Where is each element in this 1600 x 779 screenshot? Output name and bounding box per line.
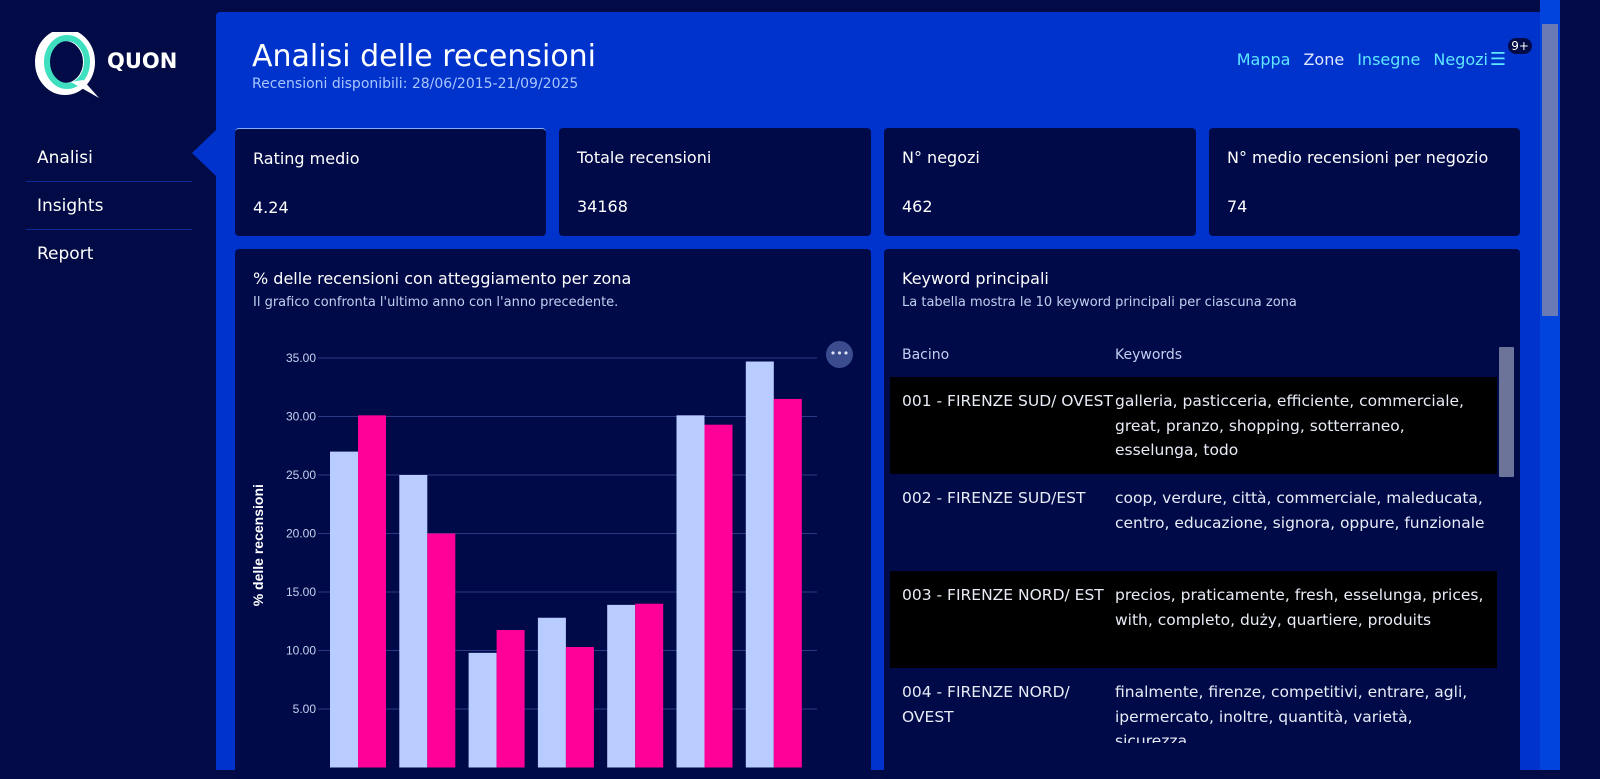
y-axis-label: % delle recensioni (250, 484, 266, 606)
cell-keywords: finalmente, firenze, competitivi, entrar… (1115, 683, 1468, 743)
cell-bacino: 002 - FIRENZE SUD/EST (902, 489, 1086, 507)
kpi-label: N° medio recensioni per negozio (1227, 148, 1489, 167)
nav-zone[interactable]: Zone (1303, 50, 1345, 69)
column-keywords: Keywords (1115, 347, 1183, 363)
bar (468, 652, 497, 768)
bar (330, 451, 358, 768)
bar (358, 415, 386, 768)
kpi-total-reviews: Totale recensioni 34168 (559, 128, 871, 236)
bar (676, 415, 705, 768)
sidebar-nav: Analisi Insights Report (26, 134, 192, 278)
bar-chart: 5.00 10.00 15.00 20.00 25.00 30.00 35.00 % dell… (250, 351, 817, 768)
y-tick-label: 35.00 (286, 351, 316, 365)
bar (496, 630, 525, 768)
kpi-label: N° negozi (902, 148, 980, 167)
kpi-value: 4.24 (253, 198, 289, 217)
y-tick-label: 10.00 (286, 644, 316, 658)
hamburger-icon[interactable]: ☰ (1489, 49, 1506, 70)
kpi-value: 462 (902, 197, 933, 216)
notification-badge: 9+ (1508, 38, 1532, 54)
more-icon[interactable]: ••• (826, 341, 853, 368)
top-nav: Mappa Zone Insegne Negozi (1237, 50, 1488, 70)
sidebar-item-analisi[interactable]: Analisi (26, 134, 192, 182)
page-scrollbar[interactable] (1540, 0, 1560, 770)
nav-negozi[interactable]: Negozi (1433, 50, 1488, 69)
bar (565, 646, 594, 768)
chart-title: % delle recensioni con atteggiamento per… (253, 269, 632, 288)
page-subtitle: Recensioni disponibili: 28/06/2015-21/09… (252, 76, 579, 92)
kpi-label: Rating medio (253, 149, 360, 168)
table-row: 003 - FIRENZE NORD/ EST precios, pratica… (890, 571, 1498, 668)
table-header: Bacino Keywords (890, 333, 1498, 377)
bar (635, 603, 664, 768)
kpi-rating: Rating medio 4.24 (235, 128, 546, 236)
y-tick-label: 5.00 (293, 702, 317, 716)
chart-card: % delle recensioni con atteggiamento per… (235, 249, 871, 779)
keywords-card: Keyword principali La tabella mostra le … (884, 249, 1520, 779)
brand-name: QUON (107, 49, 178, 73)
bar (704, 424, 733, 768)
y-tick-label: 25.00 (286, 468, 316, 482)
cell-bacino: 004 - FIRENZE NORD/ OVEST (902, 683, 1070, 726)
sidebar-item-insights[interactable]: Insights (26, 182, 192, 230)
keywords-description: La tabella mostra le 10 keyword principa… (902, 295, 1297, 310)
nav-mappa[interactable]: Mappa (1236, 50, 1291, 69)
table-row: 002 - FIRENZE SUD/EST coop, verdure, cit… (890, 474, 1498, 571)
y-tick-label: 20.00 (286, 527, 316, 541)
kpi-value: 34168 (577, 197, 628, 216)
bar (607, 604, 636, 768)
bar (773, 398, 802, 768)
page-scrollbar-thumb[interactable] (1542, 24, 1558, 316)
table-scrollbar[interactable] (1497, 333, 1515, 743)
bar (427, 533, 456, 768)
kpi-value: 74 (1227, 197, 1248, 216)
bar (537, 617, 566, 768)
bar (399, 475, 428, 768)
sidebar: QUON Analisi Insights Report (0, 0, 216, 770)
chart-description: Il grafico confronta l'ultimo anno con l… (253, 295, 619, 310)
keywords-table: Bacino Keywords 001 - FIRENZE SUD/ OVEST… (890, 333, 1498, 743)
active-indicator (192, 130, 216, 176)
table-row: 004 - FIRENZE NORD/ OVEST finalmente, fi… (890, 668, 1498, 743)
bar (745, 361, 774, 768)
y-tick-label: 15.00 (286, 585, 316, 599)
sidebar-item-report[interactable]: Report (37, 244, 94, 264)
cell-keywords: coop, verdure, città, commerciale, maled… (1115, 489, 1485, 532)
cell-keywords: galleria, pasticceria, efficiente, comme… (1115, 392, 1464, 459)
table-row: 001 - FIRENZE SUD/ OVEST galleria, pasti… (890, 377, 1498, 474)
nav-insegne[interactable]: Insegne (1357, 50, 1421, 69)
quon-logo-icon (35, 32, 99, 98)
table-scrollbar-thumb[interactable] (1499, 347, 1514, 477)
page-title: Analisi delle recensioni (252, 39, 597, 74)
kpi-avg-reviews: N° medio recensioni per negozio 74 (1209, 128, 1520, 236)
kpi-stores: N° negozi 462 (884, 128, 1196, 236)
y-tick-label: 30.00 (286, 410, 316, 424)
cell-bacino: 003 - FIRENZE NORD/ EST (902, 586, 1104, 604)
cell-keywords: precios, praticamente, fresh, esselunga,… (1115, 586, 1484, 629)
kpi-label: Totale recensioni (577, 148, 712, 167)
column-bacino: Bacino (902, 347, 950, 363)
keywords-title: Keyword principali (902, 269, 1049, 288)
main-panel: Analisi delle recensioni Recensioni disp… (216, 12, 1540, 779)
cell-bacino: 001 - FIRENZE SUD/ OVEST (902, 392, 1113, 410)
